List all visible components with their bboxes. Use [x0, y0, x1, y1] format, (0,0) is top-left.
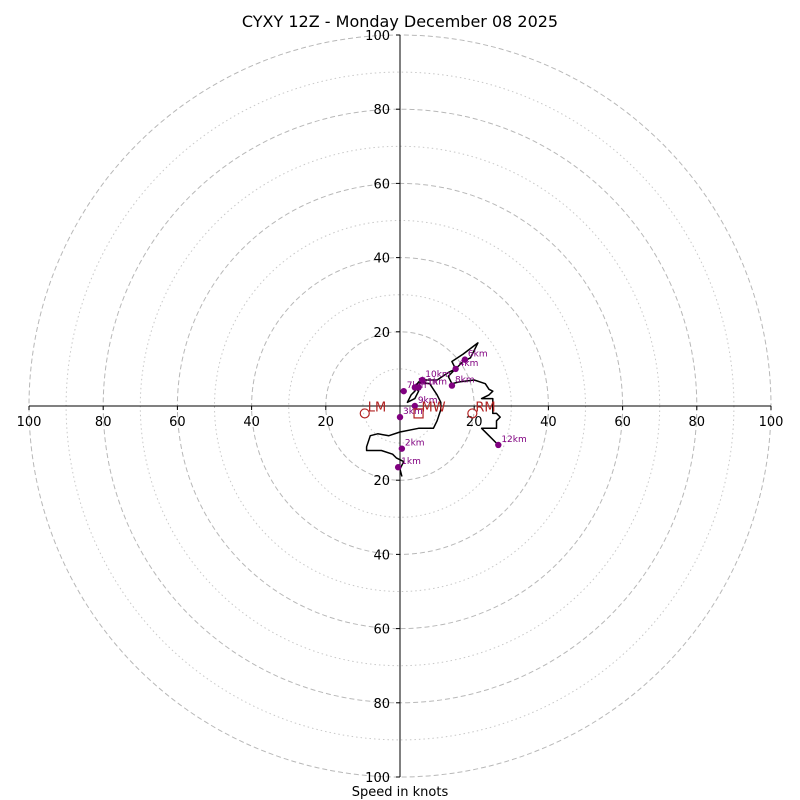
- height-label-1km: 1km: [401, 457, 421, 467]
- height-label-10km: 10km: [425, 370, 450, 380]
- height-marker-9km: [411, 402, 419, 410]
- height-marker-10km: [419, 376, 426, 384]
- height-marker-11km: [415, 384, 422, 391]
- height-marker-2km: [398, 445, 406, 452]
- y-tick-label: 100: [365, 771, 390, 786]
- storm-motion-rm-marker: [467, 408, 478, 419]
- y-tick-label: 100: [365, 29, 390, 44]
- x-tick-label: 100: [17, 415, 42, 430]
- y-tick-label: 80: [373, 697, 390, 712]
- height-markers: 1km2km3km4km5km6km7km8km9km10km11km12km: [394, 350, 527, 471]
- storm-motion-rm-label: RM: [475, 400, 495, 415]
- height-marker-4km: [452, 365, 459, 373]
- storm-motion-lm-marker: [359, 408, 370, 419]
- height-label-9km: 9km: [418, 396, 438, 406]
- x-tick-label: 60: [169, 415, 186, 430]
- x-axis-label: Speed in knots: [352, 785, 449, 800]
- height-label-6km: 6km: [468, 350, 488, 360]
- height-marker-6km: [461, 356, 469, 363]
- x-tick-label: 40: [540, 415, 557, 430]
- height-marker-12km: [495, 441, 502, 449]
- height-marker-7km: [400, 387, 407, 395]
- tick-labels: 100 80 60 40 20 20 40 60 80 100 100 80 60 40 20 20 40 60 8…: [17, 29, 784, 786]
- y-tick-label: 40: [373, 252, 390, 267]
- height-label-4km: 4km: [459, 359, 479, 369]
- storm-motion-markers: LM RM MW: [359, 400, 496, 419]
- x-tick-label: 20: [466, 415, 483, 430]
- storm-motion-mw-label: MW: [422, 400, 446, 415]
- y-tick-label: 40: [373, 548, 390, 563]
- y-tick-label: 60: [373, 623, 390, 638]
- x-tick-label: 20: [318, 415, 335, 430]
- y-tick-label: 80: [373, 103, 390, 118]
- x-tick-label: 100: [759, 415, 784, 430]
- height-label-12km: 12km: [501, 435, 526, 445]
- x-tick-label: 60: [614, 415, 631, 430]
- x-tick-label: 80: [95, 415, 112, 430]
- hodograph-trace-group: [365, 342, 501, 477]
- height-marker-1km: [394, 464, 402, 471]
- x-tick-label: 80: [689, 415, 706, 430]
- height-label-8km: 8km: [455, 376, 475, 386]
- height-label-11km: 11km: [422, 377, 447, 387]
- chart-title: CYXY 12Z - Monday December 08 2025: [242, 12, 558, 31]
- height-marker-8km: [448, 382, 456, 389]
- storm-motion-lm-label: LM: [368, 400, 386, 415]
- y-tick-label: 20: [373, 474, 390, 489]
- height-label-3km: 3km: [403, 407, 423, 417]
- y-tick-label: 20: [373, 326, 390, 341]
- hodograph-trace: [365, 342, 501, 477]
- y-tick-label: 60: [373, 177, 390, 192]
- storm-motion-mw-marker: [413, 408, 424, 419]
- axes: [29, 35, 771, 777]
- height-label-2km: 2km: [405, 439, 425, 449]
- height-label-5km: 5km: [418, 377, 438, 387]
- x-tick-label: 40: [243, 415, 260, 430]
- height-marker-3km: [396, 413, 404, 421]
